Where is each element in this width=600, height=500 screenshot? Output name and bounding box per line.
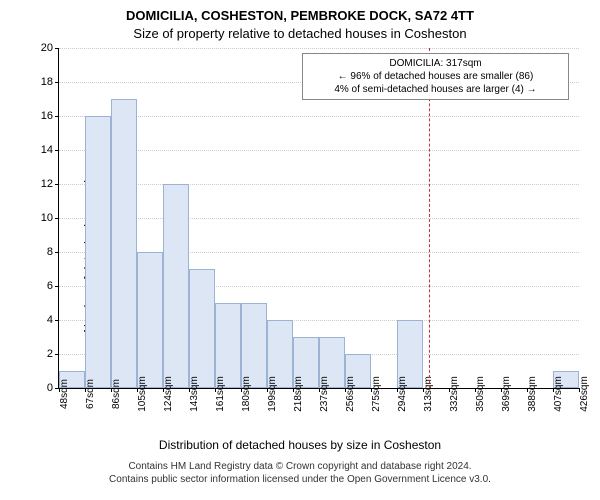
- plot-area: 0246810121416182048sqm67sqm86sqm105sqm12…: [58, 48, 579, 389]
- x-tick-label: 388sqm: [527, 376, 538, 412]
- annotation-line-2: ← 96% of detached houses are smaller (86…: [308, 70, 563, 83]
- x-tick-label: 350sqm: [475, 376, 486, 412]
- x-tick-label: 426sqm: [579, 376, 590, 412]
- gridline: [59, 218, 579, 219]
- x-axis-label: Distribution of detached houses by size …: [0, 438, 600, 452]
- chart-container: DOMICILIA, COSHESTON, PEMBROKE DOCK, SA7…: [0, 0, 600, 500]
- y-tick-label: 0: [47, 382, 53, 394]
- x-tick-label: 218sqm: [293, 376, 304, 412]
- y-tick-label: 6: [47, 280, 53, 292]
- y-tick-label: 18: [41, 76, 53, 88]
- histogram-bar: [111, 99, 137, 388]
- histogram-bar: [163, 184, 189, 388]
- annotation-box: DOMICILIA: 317sqm← 96% of detached house…: [302, 53, 569, 100]
- y-tick-mark: [55, 286, 59, 287]
- gridline: [59, 116, 579, 117]
- x-tick-label: 332sqm: [449, 376, 460, 412]
- x-tick-label: 275sqm: [371, 376, 382, 412]
- histogram-bar: [85, 116, 111, 388]
- x-tick-label: 105sqm: [137, 376, 148, 412]
- x-tick-label: 237sqm: [319, 376, 330, 412]
- y-tick-label: 4: [47, 314, 53, 326]
- y-tick-label: 10: [41, 212, 53, 224]
- annotation-line-3: 4% of semi-detached houses are larger (4…: [308, 83, 563, 96]
- y-tick-mark: [55, 184, 59, 185]
- gridline: [59, 150, 579, 151]
- y-tick-mark: [55, 48, 59, 49]
- y-tick-mark: [55, 116, 59, 117]
- footer-line-2: Contains public sector information licen…: [109, 474, 491, 485]
- gridline: [59, 184, 579, 185]
- x-tick-label: 67sqm: [85, 379, 96, 409]
- y-tick-mark: [55, 354, 59, 355]
- y-tick-label: 14: [41, 144, 53, 156]
- y-tick-label: 2: [47, 348, 53, 360]
- x-tick-label: 161sqm: [215, 376, 226, 412]
- x-tick-label: 294sqm: [397, 376, 408, 412]
- y-tick-label: 8: [47, 246, 53, 258]
- chart-title: DOMICILIA, COSHESTON, PEMBROKE DOCK, SA7…: [0, 8, 600, 23]
- y-tick-mark: [55, 320, 59, 321]
- x-tick-label: 199sqm: [267, 376, 278, 412]
- y-tick-mark: [55, 218, 59, 219]
- x-tick-label: 48sqm: [59, 379, 70, 409]
- x-tick-label: 143sqm: [189, 376, 200, 412]
- annotation-title: DOMICILIA: 317sqm: [308, 57, 563, 70]
- y-tick-label: 20: [41, 42, 53, 54]
- y-tick-mark: [55, 82, 59, 83]
- y-tick-mark: [55, 150, 59, 151]
- histogram-bar: [189, 269, 215, 388]
- x-tick-label: 86sqm: [111, 379, 122, 409]
- x-tick-label: 256sqm: [345, 376, 356, 412]
- histogram-bar: [137, 252, 163, 388]
- y-tick-mark: [55, 252, 59, 253]
- x-tick-label: 180sqm: [241, 376, 252, 412]
- x-tick-label: 369sqm: [501, 376, 512, 412]
- y-tick-label: 16: [41, 110, 53, 122]
- y-tick-label: 12: [41, 178, 53, 190]
- footer-line-1: Contains HM Land Registry data © Crown c…: [128, 461, 471, 472]
- chart-subtitle: Size of property relative to detached ho…: [0, 26, 600, 41]
- x-tick-label: 124sqm: [163, 376, 174, 412]
- chart-footer: Contains HM Land Registry data © Crown c…: [0, 460, 600, 486]
- x-tick-label: 407sqm: [553, 376, 564, 412]
- gridline: [59, 48, 579, 49]
